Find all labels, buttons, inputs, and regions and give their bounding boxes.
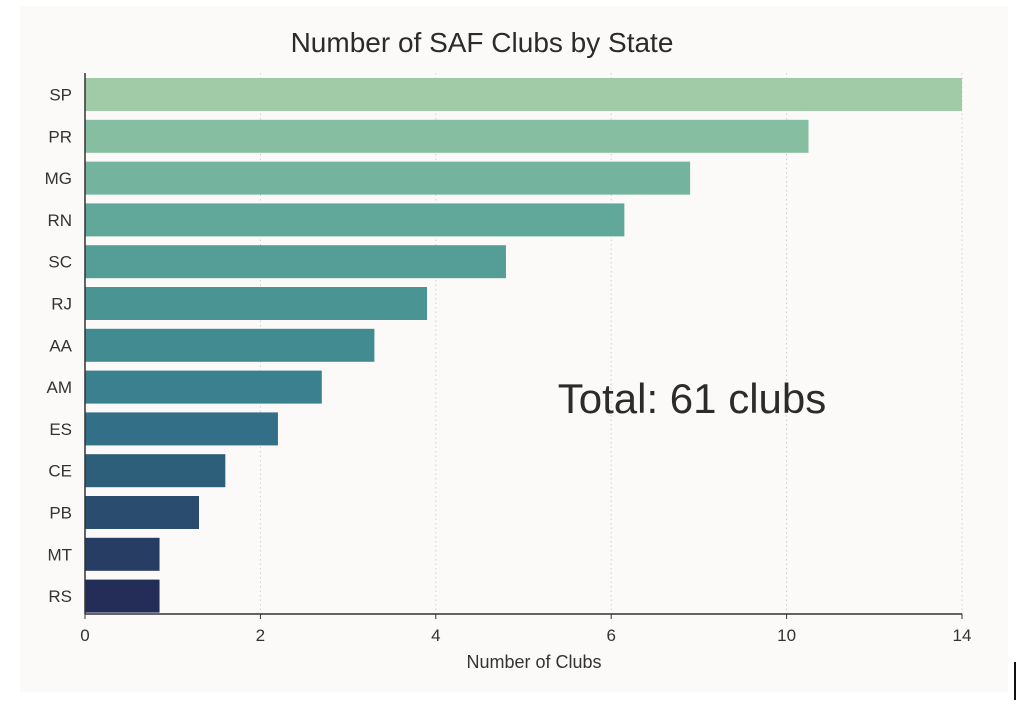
y-tick-label: RN bbox=[47, 211, 72, 230]
y-tick-label: CE bbox=[48, 462, 72, 481]
bar-ce bbox=[85, 454, 226, 488]
x-tick-label: 10 bbox=[777, 626, 796, 645]
bar-sc bbox=[85, 245, 506, 279]
x-tick-label: 14 bbox=[953, 626, 972, 645]
y-tick-label: PR bbox=[48, 127, 72, 146]
bar-es bbox=[85, 412, 278, 446]
y-tick-label: RS bbox=[48, 587, 72, 606]
x-tick-label: 2 bbox=[256, 626, 265, 645]
y-tick-label: SC bbox=[48, 253, 72, 272]
bar-pr bbox=[85, 119, 809, 153]
total-annotation: Total: 61 clubs bbox=[558, 375, 827, 422]
bar-rn bbox=[85, 203, 625, 237]
chart-title: Number of SAF Clubs by State bbox=[291, 27, 674, 58]
y-tick-label: RJ bbox=[51, 295, 72, 314]
bar-mg bbox=[85, 161, 691, 195]
y-tick-label: ES bbox=[49, 420, 72, 439]
text-cursor-bar bbox=[1014, 662, 1016, 700]
y-tick-label: MG bbox=[45, 169, 72, 188]
y-tick-label: MT bbox=[47, 545, 72, 564]
x-tick-label: 0 bbox=[80, 626, 89, 645]
x-axis-label: Number of Clubs bbox=[466, 652, 601, 672]
bar-mt bbox=[85, 537, 160, 571]
x-tick-labels: 0 2 4 6 10 14 bbox=[80, 614, 971, 645]
bar-rs bbox=[85, 579, 160, 613]
x-tick-label: 6 bbox=[606, 626, 615, 645]
y-tick-labels: SP PR MG RN SC RJ AA AM ES CE PB MT RS bbox=[45, 86, 73, 607]
y-tick-label: AM bbox=[47, 378, 73, 397]
y-tick-label: PB bbox=[49, 504, 72, 523]
bar-am bbox=[85, 370, 322, 404]
bar-sp bbox=[85, 78, 962, 111]
x-tick-label: 4 bbox=[431, 626, 440, 645]
bar-aa bbox=[85, 328, 375, 362]
bar-pb bbox=[85, 496, 200, 529]
bar-rj bbox=[85, 287, 428, 320]
bars-group bbox=[85, 78, 962, 613]
y-tick-label: SP bbox=[49, 86, 72, 105]
y-tick-label: AA bbox=[49, 336, 72, 355]
